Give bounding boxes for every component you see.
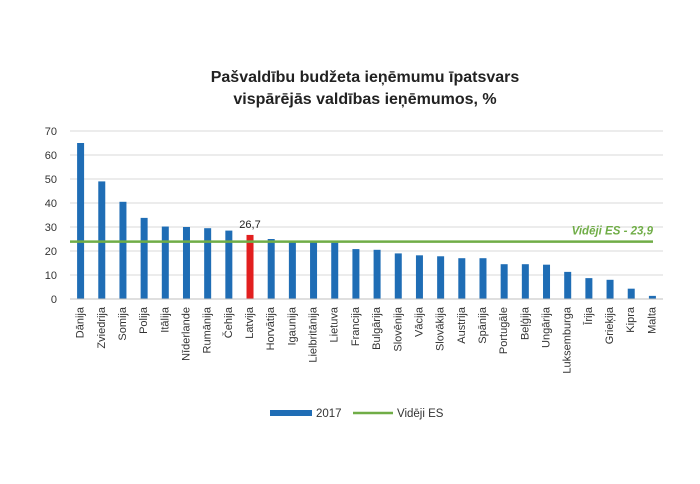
y-tick-label: 0 bbox=[51, 294, 57, 306]
x-category-label: Igaunija bbox=[286, 306, 298, 345]
x-category-label: Rumānija bbox=[202, 306, 214, 353]
x-category-label: Vācija bbox=[413, 306, 425, 337]
bar bbox=[161, 226, 169, 299]
bar bbox=[415, 255, 423, 299]
bar bbox=[564, 271, 572, 299]
x-category-label: Francija bbox=[350, 306, 362, 346]
bar bbox=[331, 242, 339, 299]
bar bbox=[373, 249, 381, 299]
bar bbox=[585, 278, 593, 299]
x-axis: Dānija Zviedrija Somija Polija Itālija Nīderl… bbox=[70, 298, 663, 374]
x-category-label: Horvātija bbox=[265, 306, 277, 350]
bar bbox=[352, 249, 360, 299]
x-category-label: Portugāle bbox=[498, 307, 510, 354]
bar bbox=[225, 230, 233, 299]
bars: 26,7 bbox=[77, 143, 656, 299]
bar bbox=[119, 201, 127, 299]
x-category-label: Bulgārija bbox=[371, 306, 383, 350]
data-label: 26,7 bbox=[239, 219, 260, 231]
bar bbox=[77, 143, 85, 299]
x-category-label: Dānija bbox=[75, 306, 87, 338]
bar bbox=[98, 181, 106, 299]
x-category-label: Grieķija bbox=[604, 306, 616, 344]
x-category-label: Luksemburga bbox=[562, 306, 574, 374]
bar bbox=[479, 258, 487, 299]
y-axis: 0 10 20 30 40 50 60 70 bbox=[45, 126, 57, 306]
gridlines bbox=[70, 130, 663, 276]
bar bbox=[182, 227, 190, 299]
x-category-label: Ungārija bbox=[541, 306, 553, 348]
x-category-label: Slovēnija bbox=[392, 306, 404, 352]
x-category-label: Malta bbox=[646, 306, 658, 334]
bar bbox=[310, 241, 318, 299]
legend-swatch-bar bbox=[270, 410, 312, 416]
x-category-label: Kipra bbox=[625, 306, 637, 333]
x-category-label: Čehija bbox=[222, 306, 235, 338]
bar bbox=[500, 264, 508, 299]
bar bbox=[458, 258, 466, 299]
x-category-label: Latvija bbox=[244, 306, 256, 339]
x-category-label: Zviedrija bbox=[96, 306, 108, 348]
bar bbox=[543, 264, 551, 299]
y-tick-label: 40 bbox=[45, 198, 57, 210]
bar bbox=[627, 288, 635, 299]
legend-label-series: 2017 bbox=[316, 408, 342, 420]
bar bbox=[648, 295, 656, 299]
x-category-label: Itālija bbox=[159, 306, 171, 333]
reference-line-group: Vidēji ES - 23,9 bbox=[70, 226, 654, 243]
y-tick-label: 50 bbox=[45, 174, 57, 186]
legend: 2017 Vidēji ES bbox=[270, 408, 444, 420]
bar bbox=[394, 253, 402, 299]
bar bbox=[267, 239, 275, 299]
x-category-label: Slovākija bbox=[435, 306, 447, 351]
x-category-label: Lietuva bbox=[329, 306, 341, 342]
chart-title-line-1: Pašvaldību budžeta ieņēmumu īpatsvars bbox=[211, 69, 520, 86]
x-category-label: Īrija bbox=[583, 306, 595, 325]
y-tick-label: 60 bbox=[45, 150, 57, 162]
bar bbox=[606, 279, 614, 299]
y-tick-label: 30 bbox=[45, 222, 57, 234]
y-tick-label: 70 bbox=[45, 126, 57, 138]
y-tick-label: 10 bbox=[45, 270, 57, 282]
x-category-label: Somija bbox=[117, 306, 129, 341]
x-category-label: Polija bbox=[138, 306, 150, 334]
bar bbox=[288, 240, 296, 299]
chart-title-line-2: vispārējās valdības ieņēmumos, % bbox=[233, 91, 496, 108]
x-category-label: Austrija bbox=[456, 306, 468, 344]
bar bbox=[204, 228, 212, 299]
legend-label-reference: Vidēji ES bbox=[397, 408, 444, 420]
bar bbox=[140, 217, 148, 299]
bar-highlight bbox=[246, 234, 254, 299]
x-category-label: Beļģija bbox=[518, 306, 531, 340]
x-category-label: Spānija bbox=[477, 306, 489, 344]
bar bbox=[521, 264, 529, 299]
y-tick-label: 20 bbox=[45, 246, 57, 258]
bar bbox=[437, 256, 445, 299]
x-category-label: Lielbritānija bbox=[308, 306, 320, 363]
reference-line-label: Vidēji ES - 23,9 bbox=[572, 226, 654, 238]
x-category-label: Nīderlande bbox=[180, 307, 192, 361]
